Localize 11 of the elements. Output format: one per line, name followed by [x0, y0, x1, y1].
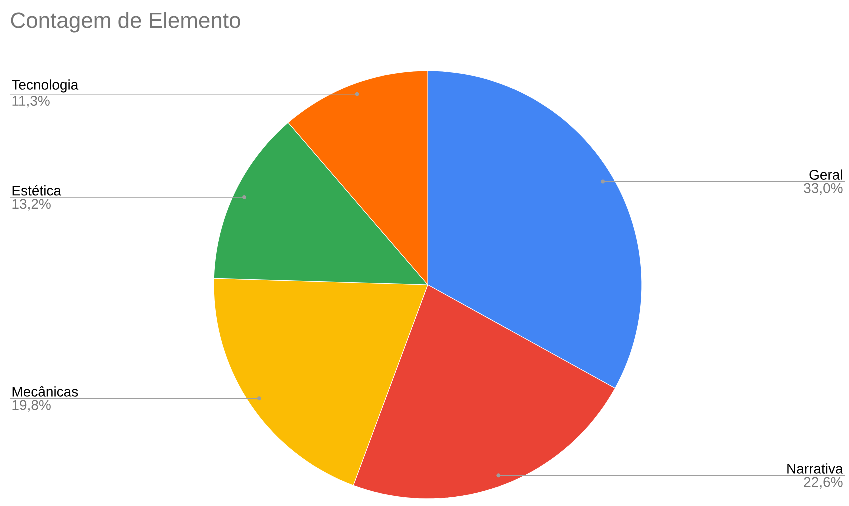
slice-label: Estética — [12, 185, 62, 196]
data-label: 19,8% — [12, 400, 51, 412]
slice-label: Geral — [810, 170, 842, 180]
slice-label: Tecnologia — [12, 80, 79, 93]
slice-label: Narrativa — [788, 464, 844, 474]
data-label: 33,0% — [804, 183, 843, 195]
slice-label: Mecânicas — [12, 386, 78, 397]
data-label: 11,3% — [12, 96, 50, 108]
chart-title: Contagem de Elemento — [11, 12, 240, 33]
data-label: 13,2% — [12, 199, 51, 211]
data-label: 22,6% — [804, 477, 843, 489]
